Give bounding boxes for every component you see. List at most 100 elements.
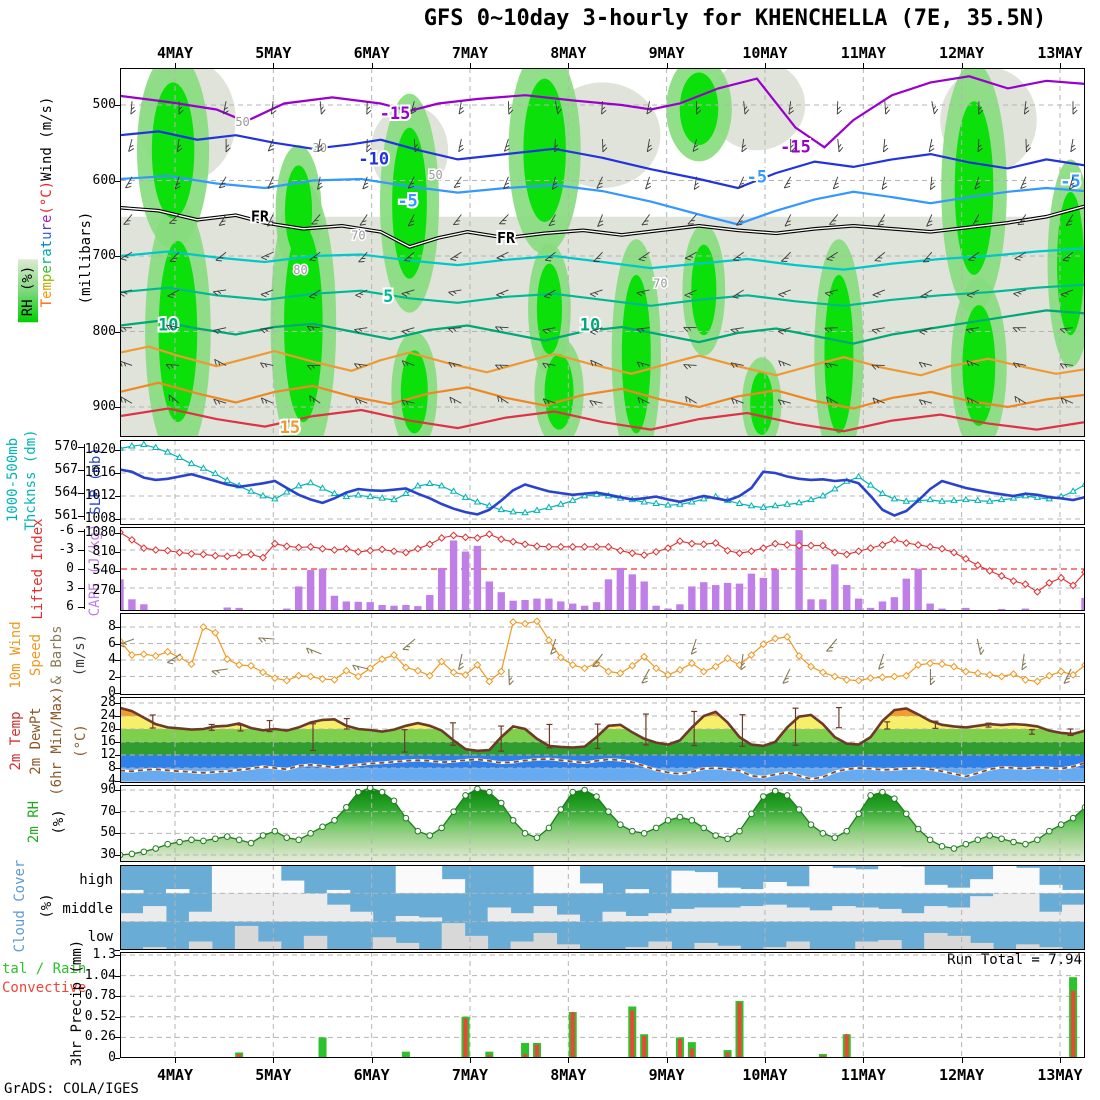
tick-label: 900 xyxy=(92,399,116,414)
page-title: GFS 0~10day 3-hourly for KHENCHELLA (7E,… xyxy=(423,6,1047,31)
axis-tick xyxy=(175,1058,176,1063)
tick-mark xyxy=(115,1037,120,1039)
tick-mark xyxy=(115,643,120,645)
tick-label: 3 xyxy=(66,579,74,595)
tick-label: 4 xyxy=(108,773,116,788)
tick-label: 800 xyxy=(92,323,116,339)
wind10-label-2: Speed xyxy=(28,633,44,677)
tick-mark xyxy=(115,811,120,813)
tick-label: 567 xyxy=(54,462,78,477)
tick-label: 700 xyxy=(92,248,116,263)
tick-label: 4 xyxy=(108,652,116,667)
contour-label-5: 5 xyxy=(383,287,393,307)
axis-tick xyxy=(961,63,963,68)
tick-label: 1016 xyxy=(84,465,116,480)
rh2m-label: 2m RH xyxy=(26,800,42,844)
slp-thickness-panel xyxy=(120,440,1085,525)
cloud-row-high-label: high xyxy=(79,872,113,888)
tick-mark xyxy=(115,955,120,956)
tick-mark xyxy=(115,590,120,592)
tick-label: 540 xyxy=(92,563,116,579)
tick-label: 570 xyxy=(54,439,78,454)
tick-mark xyxy=(115,950,120,951)
tick-label: 270 xyxy=(92,582,116,598)
tick-label: 0 xyxy=(108,1050,116,1065)
date-label-bottom: 8MAY xyxy=(550,1066,587,1084)
date-label-top: 10MAY xyxy=(742,44,788,62)
tick-label: 90 xyxy=(100,782,116,797)
cloud-row-low-label: low xyxy=(87,929,113,945)
tick-label: 600 xyxy=(92,172,116,188)
tick-label: 1008 xyxy=(84,511,116,526)
tick-mark xyxy=(115,854,120,856)
tick-mark xyxy=(115,331,120,333)
tick-mark xyxy=(115,781,120,782)
tick-label: 24 xyxy=(100,708,116,723)
axis-tick xyxy=(273,1058,275,1063)
rh-contour-label: 70 xyxy=(653,277,667,291)
date-label-top: 11MAY xyxy=(840,44,886,62)
tick-mark xyxy=(78,493,84,494)
axis-tick xyxy=(863,1058,865,1063)
tick-mark xyxy=(115,660,120,661)
tick-label: 16 xyxy=(100,734,116,749)
temp2m-panel xyxy=(120,697,1085,783)
tick-mark xyxy=(115,768,120,769)
date-label-bottom: 9MAY xyxy=(648,1066,685,1084)
rh-legend-box: RH (%) xyxy=(18,259,38,323)
rh-contour-label: 50 xyxy=(428,168,442,182)
tick-label: 1.3 xyxy=(92,947,116,962)
axis-tick xyxy=(764,1058,766,1063)
tick-mark xyxy=(78,531,84,532)
tick-mark xyxy=(115,790,120,791)
date-label-bottom: 11MAY xyxy=(840,1066,886,1084)
contour-label--5: -5 xyxy=(747,167,767,187)
tick-mark xyxy=(115,1058,120,1059)
cloud-row-middle-label: middle xyxy=(62,901,113,917)
precip-panel xyxy=(120,952,1085,1058)
rh2m-panel xyxy=(120,785,1085,862)
tick-label: 0.26 xyxy=(84,1029,116,1045)
tick-mark xyxy=(115,552,120,554)
rh-contour-label: 30 xyxy=(313,141,327,155)
upper-air-panel: -15-15-10-5-5-5FRFR5101015503070807050 xyxy=(120,68,1085,437)
date-label-bottom: 7MAY xyxy=(451,1066,489,1084)
tick-mark xyxy=(115,180,120,182)
tick-label: 561 xyxy=(54,508,78,523)
contour-label--10: -10 xyxy=(358,149,389,169)
axis-tick xyxy=(1059,1058,1061,1063)
date-label-bottom: 6MAY xyxy=(353,1066,390,1084)
axis-tick xyxy=(469,1058,471,1063)
date-label-top: 9MAY xyxy=(648,44,685,62)
precip-total-legend: tal / Rain xyxy=(2,961,87,977)
dewpt2m-label: 2m DewPt xyxy=(28,707,44,775)
tick-label: 0 xyxy=(108,685,116,700)
axis-tick xyxy=(273,63,275,68)
tick-mark xyxy=(115,755,120,756)
tick-mark xyxy=(115,450,120,451)
axis-tick xyxy=(764,63,766,68)
thickness-mini-axis xyxy=(84,444,85,520)
contour-label--5: -5 xyxy=(1060,172,1080,192)
precip-convective-legend: Convective xyxy=(2,980,87,996)
contour-label--15: -15 xyxy=(780,137,811,157)
tick-mark xyxy=(78,516,84,517)
axis-tick xyxy=(863,63,865,68)
run-total-text: Run Total = 7.94 xyxy=(947,952,1082,968)
temperature-label: Temperature xyxy=(39,214,55,308)
tick-label: 50 xyxy=(100,825,116,841)
tick-label: 564 xyxy=(54,485,78,500)
tick-mark xyxy=(78,447,84,448)
tick-mark xyxy=(115,105,120,106)
tick-mark xyxy=(115,519,120,520)
tick-mark xyxy=(115,571,120,573)
slp-axis-label: SLP (mb) xyxy=(88,447,104,515)
tick-mark xyxy=(78,549,84,551)
tick-label: 6 xyxy=(108,635,116,651)
temp-unit-label: (°C) xyxy=(39,180,55,215)
contour-label-15: 15 xyxy=(280,418,300,437)
tick-mark xyxy=(115,1016,120,1018)
tick-label: 1020 xyxy=(84,442,116,457)
contour-label--5: -5 xyxy=(397,192,417,212)
date-label-bottom: 10MAY xyxy=(742,1066,788,1084)
